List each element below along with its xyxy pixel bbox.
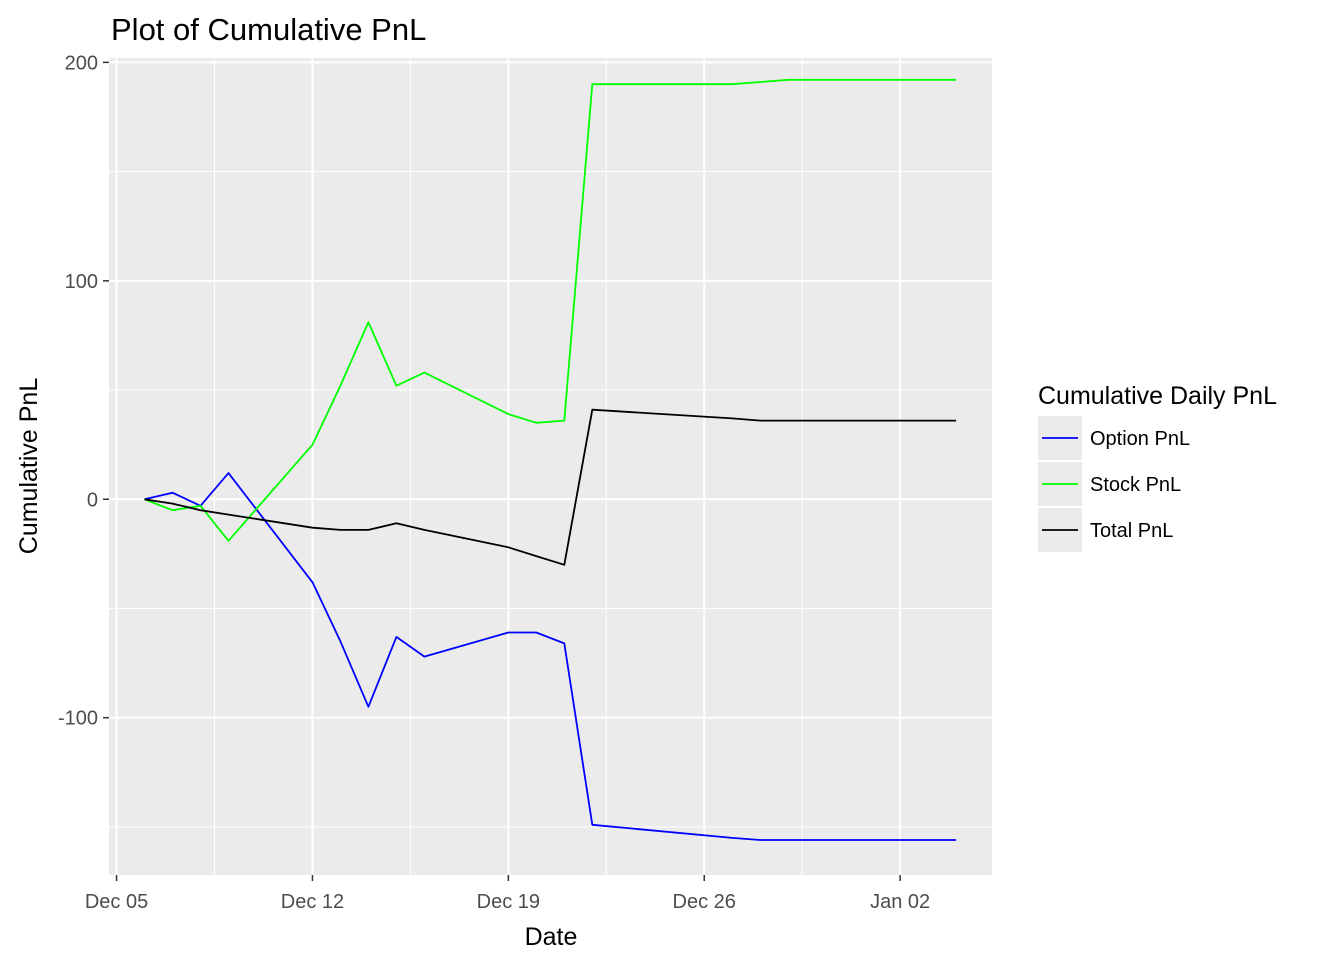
legend-items: Option PnL Stock PnL Total PnL: [1038, 416, 1190, 552]
total-pnl-line: [144, 408, 957, 566]
y-axis-ticks: -100 0 100 200: [58, 52, 109, 730]
x-tick-label: Dec 05: [85, 891, 148, 913]
legend-item-option-pnl: Option PnL: [1038, 416, 1190, 460]
x-axis-title: Date: [525, 923, 578, 951]
legend: Cumulative Daily PnL Option PnL Stock PnL…: [1038, 382, 1277, 552]
option-pnl-line: [144, 472, 957, 841]
y-tick-label: 0: [87, 489, 98, 511]
x-tick-label: Dec 26: [673, 891, 736, 913]
y-tick-label: -100: [58, 708, 98, 730]
y-axis-title: Cumulative PnL: [15, 378, 43, 555]
series-lines: [144, 78, 957, 841]
legend-label: Stock PnL: [1090, 474, 1181, 496]
x-axis-ticks: Dec 05 Dec 12 Dec 19 Dec 26 Jan 02: [85, 875, 930, 913]
plot-panel: [109, 58, 992, 875]
chart-title: Plot of Cumulative PnL: [111, 12, 426, 47]
x-tick-label: Jan 02: [870, 891, 930, 913]
legend-item-stock-pnl: Stock PnL: [1038, 462, 1181, 506]
legend-label: Option PnL: [1090, 428, 1190, 450]
y-tick-label: 200: [65, 52, 98, 74]
x-tick-label: Dec 12: [281, 891, 344, 913]
major-gridlines: [109, 58, 992, 875]
legend-item-total-pnl: Total PnL: [1038, 508, 1173, 552]
y-tick-label: 100: [65, 271, 98, 293]
stock-pnl-line: [144, 78, 957, 542]
x-tick-label: Dec 19: [477, 891, 540, 913]
legend-label: Total PnL: [1090, 520, 1173, 542]
minor-gridlines: [109, 58, 992, 875]
legend-title: Cumulative Daily PnL: [1038, 382, 1277, 410]
